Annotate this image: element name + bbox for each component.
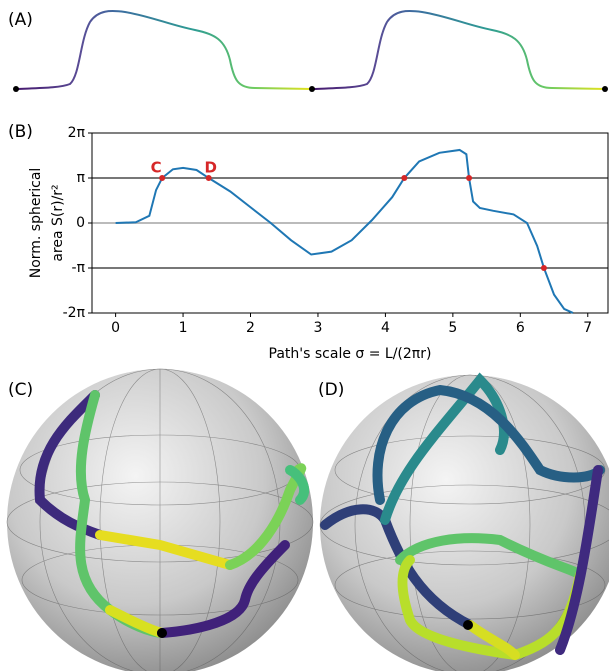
marker [205,175,212,182]
marker [159,175,166,182]
endpoint [13,86,19,92]
marker [540,264,547,271]
y-tick-label: 0 [76,215,85,231]
x-tick-label: 1 [179,320,188,336]
data-line [115,148,574,314]
sphere [320,375,609,671]
x-tick-label: 2 [246,320,255,336]
annotation: D [204,159,216,177]
x-tick-label: 5 [448,320,457,336]
endpoint [309,86,315,92]
x-tick-label: 4 [381,320,390,336]
marker [466,175,473,182]
x-axis-label: Path's scale σ = L/(2πr) [269,346,432,362]
x-tick-label: 6 [516,320,525,336]
panel-label: (D) [318,380,344,400]
x-tick-label: 3 [313,320,322,336]
panel-a-curve [15,10,607,90]
y-tick-label: -2π [63,305,86,321]
sphere-c [6,368,314,671]
curve [15,10,313,90]
panel-label: (C) [8,380,33,400]
x-tick-label: 7 [583,320,592,336]
annotation: C [151,159,162,177]
y-axis-label: area S(r)/r² [50,184,66,261]
endpoint [602,86,608,92]
x-tick-label: 0 [111,320,120,336]
y-tick-label: π [77,170,86,186]
marker [401,175,408,182]
y-axis-label: Norm. spherical [28,168,44,279]
panel-label: (A) [8,10,33,30]
sphere-d [319,372,609,671]
panel-label: (B) [8,122,33,142]
y-tick-label: -π [72,260,86,276]
plot-b: 2π π 0 -π -2π 0 1 2 3 4 5 6 7 Path's scale σ = L/(2πr… [28,125,609,362]
y-tick-label: 2π [68,125,86,141]
curve [312,10,607,90]
